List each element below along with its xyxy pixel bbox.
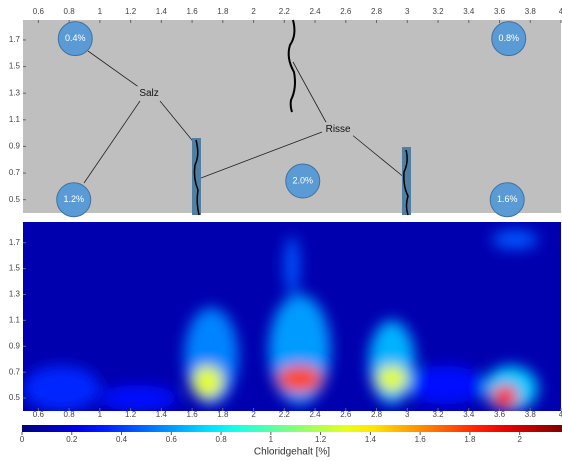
colorbar-tick-label: 2 [517, 435, 522, 444]
y-tick-label: 1.3 [9, 290, 21, 299]
x-tick-label: 3.8 [525, 410, 537, 419]
x-tick-label: 3.6 [494, 7, 506, 16]
x-tick-label: 1.4 [156, 410, 168, 419]
x-tick-label: 1.2 [125, 7, 137, 16]
x-tick-label: 1 [98, 410, 103, 419]
annotation: Risse [326, 124, 351, 135]
x-tick-label: 2.6 [340, 7, 352, 16]
heat-spot [407, 365, 485, 405]
sample-label: 0.4% [65, 33, 86, 43]
sample-point [491, 21, 527, 57]
crack-slot [192, 138, 201, 215]
heat-spot [376, 365, 408, 392]
y-tick-label: 1.1 [9, 315, 21, 324]
x-tick-label: 0.8 [64, 7, 76, 16]
y-tick-label: 0.7 [9, 168, 21, 177]
y-tick-label: 0.5 [9, 195, 21, 204]
x-tick-label: 3.8 [525, 7, 537, 16]
x-tick-label: 4 [559, 7, 562, 16]
heat-spot [491, 229, 538, 250]
colorbar-tick-label: 0.4 [116, 435, 128, 444]
heat-spot [276, 365, 323, 392]
colorbar-tick-label: 0 [20, 435, 25, 444]
crack-slot [402, 147, 411, 215]
leader-lines [83, 50, 406, 184]
y-tick-label: 1.7 [9, 238, 21, 247]
y-tick-label: 1.5 [9, 264, 21, 273]
x-tick-label: 1.6 [187, 7, 199, 16]
y-tick-label: 0.5 [9, 393, 21, 402]
crack [403, 149, 409, 216]
crack [193, 139, 200, 216]
x-tick-label: 2.4 [309, 410, 321, 419]
sample-point [285, 163, 321, 199]
heat-spot [368, 320, 415, 405]
x-tick-label: 3.4 [463, 410, 475, 419]
sample-label: 1.2% [63, 194, 84, 204]
x-tick-label: 3.2 [432, 410, 444, 419]
heat-spot [99, 385, 177, 411]
annotation: Salz [139, 88, 158, 99]
colorbar-tick-label: 1.2 [315, 435, 327, 444]
x-tick-label: 2.8 [371, 410, 383, 419]
x-tick-label: 3 [405, 7, 410, 16]
sample-label: 1.6% [497, 194, 518, 204]
colorbar-label: Chloridgehalt [%] [254, 447, 330, 458]
x-tick-label: 1.4 [156, 7, 168, 16]
colorbar-tick-label: 0.2 [66, 435, 78, 444]
x-tick-label: 3.6 [494, 410, 506, 419]
x-tick-label: 2.4 [309, 7, 321, 16]
x-tick-label: 2.2 [279, 410, 291, 419]
colorbar-tick-label: 0.6 [166, 435, 178, 444]
y-tick-label: 0.9 [9, 142, 21, 151]
x-tick-label: 2 [251, 410, 256, 419]
heat-spot [491, 385, 518, 409]
x-tick-label: 2.6 [340, 410, 352, 419]
x-tick-label: 3 [405, 410, 410, 419]
y-tick-label: 1.3 [9, 88, 21, 97]
sample-point [489, 182, 525, 218]
x-tick-label: 0.6 [33, 410, 45, 419]
sample-point [56, 182, 92, 218]
x-tick-label: 1.6 [187, 410, 199, 419]
x-tick-label: 1.2 [125, 410, 137, 419]
x-tick-label: 3.4 [463, 7, 475, 16]
x-tick-label: 0.8 [64, 410, 76, 419]
colorbar-tick-label: 0.8 [216, 435, 228, 444]
x-tick-label: 1.8 [217, 7, 229, 16]
colorbar-tick-label: 1.4 [365, 435, 377, 444]
x-tick-label: 2.2 [279, 7, 291, 16]
x-tick-label: 1.8 [217, 410, 229, 419]
y-tick-label: 0.7 [9, 367, 21, 376]
sample-label: 0.8% [498, 33, 519, 43]
annotation-bg [134, 86, 165, 101]
x-tick-label: 2 [251, 7, 256, 16]
crack [287, 19, 296, 113]
colorbar-tick-label: 1 [269, 435, 274, 444]
annotation-bg [323, 122, 354, 137]
x-tick-label: 3.2 [432, 7, 444, 16]
heat-spot [23, 365, 100, 411]
y-tick-label: 0.9 [9, 341, 21, 350]
x-tick-label: 2.8 [371, 7, 383, 16]
heat-spot [284, 236, 300, 295]
y-tick-label: 1.7 [9, 35, 21, 44]
x-tick-label: 1 [98, 7, 103, 16]
colorbar-tick-label: 1.8 [464, 435, 476, 444]
sample-point [57, 21, 93, 57]
colorbar [22, 425, 562, 432]
heat-spot [192, 365, 223, 399]
y-tick-label: 1.1 [9, 115, 21, 124]
y-tick-label: 1.5 [9, 62, 21, 71]
x-tick-label: 4 [559, 410, 562, 419]
colorbar-tick-label: 1.6 [415, 435, 427, 444]
x-tick-label: 0.6 [33, 7, 45, 16]
sample-label: 2.0% [293, 175, 314, 185]
